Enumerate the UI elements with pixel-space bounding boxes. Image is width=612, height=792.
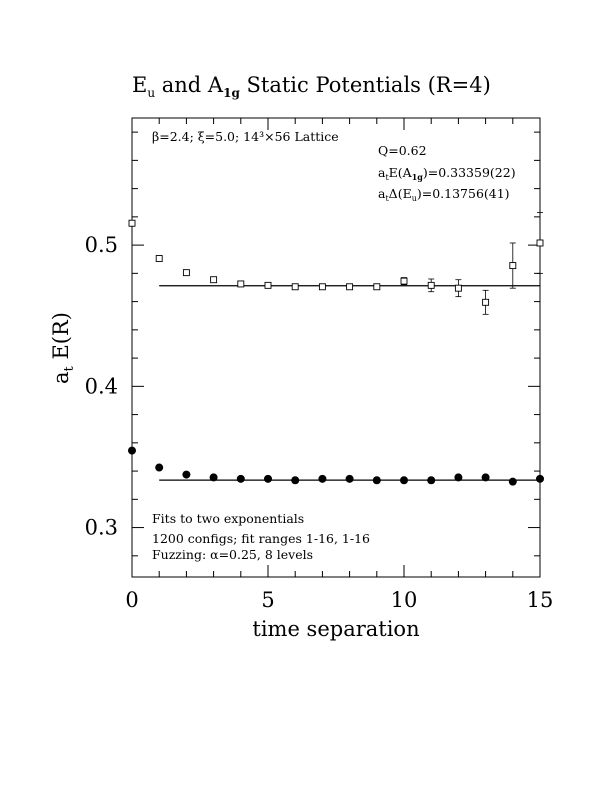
data-point-square xyxy=(291,283,299,291)
energy-sub: 1g xyxy=(412,172,424,182)
data-point-square xyxy=(264,281,272,289)
data-point-square xyxy=(318,283,326,291)
tick-labels: 0 5 10 15 0.3 0.4 0.5 xyxy=(85,233,554,612)
data-point-circle xyxy=(372,476,381,485)
delta-lead-sub: t xyxy=(385,194,389,203)
params-annotation: β=2.4; ξ=5.0; 14³×56 Lattice xyxy=(152,129,339,144)
data-point-square xyxy=(454,284,462,292)
data-point-circle xyxy=(536,474,544,483)
data-point-circle xyxy=(128,446,136,455)
chart-title: Eu and A1g Static Potentials (R=4) xyxy=(132,73,491,100)
x-axis-label: time separation xyxy=(252,617,419,641)
energy-lead: a xyxy=(378,165,386,180)
title-suffix: Static Potentials (R=4) xyxy=(240,73,491,97)
energy-main: E(A xyxy=(389,165,413,180)
data-point-square xyxy=(346,283,354,291)
x-tick-label: 15 xyxy=(527,588,554,612)
data-point-circle xyxy=(400,476,408,485)
ylabel-sub: t xyxy=(62,365,77,371)
ylabel-main: a xyxy=(49,371,73,384)
data-point-square xyxy=(400,277,408,285)
data-point-square xyxy=(373,283,381,291)
title-middle: and A xyxy=(155,73,224,97)
data-point-circle xyxy=(264,474,272,483)
y-axis-label: at E(R) xyxy=(49,312,77,384)
data-points xyxy=(128,219,544,486)
delta-tail: )=0.13756(41) xyxy=(417,186,510,201)
y-tick-label: 0.4 xyxy=(85,374,118,398)
delta-sub: u xyxy=(412,194,417,203)
plot-frame xyxy=(131,117,541,578)
data-point-square xyxy=(182,269,190,277)
error-bars xyxy=(129,212,543,315)
data-point-square xyxy=(128,219,136,227)
data-point-square xyxy=(536,239,544,247)
y-tick-label: 0.5 xyxy=(85,233,118,257)
data-point-circle xyxy=(291,476,300,485)
data-point-circle xyxy=(182,470,191,479)
delta-lead: a xyxy=(378,186,386,201)
x-tick-label: 0 xyxy=(125,588,138,612)
delta-annotation: atΔ(Eu)=0.13756(41) xyxy=(378,186,510,203)
x-tick-label: 10 xyxy=(391,588,418,612)
data-point-circle xyxy=(318,474,327,483)
data-point-circle xyxy=(427,476,436,485)
data-point-square xyxy=(155,255,163,262)
y-tick-label: 0.3 xyxy=(85,516,118,540)
energy-tail: )=0.33359(22) xyxy=(423,165,516,180)
data-point-circle xyxy=(236,474,245,483)
data-point-circle xyxy=(508,477,517,486)
data-point-circle xyxy=(481,473,490,482)
title-prefix-sub: u xyxy=(147,86,155,100)
axis-ticks xyxy=(131,118,541,577)
energy-annotation: atE(A1g)=0.33359(22) xyxy=(378,165,516,182)
data-point-square xyxy=(237,280,245,288)
data-point-circle xyxy=(345,474,354,483)
q-annotation: Q=0.62 xyxy=(378,143,427,158)
ylabel-rest: E(R) xyxy=(49,312,73,366)
x-tick-label: 5 xyxy=(261,588,274,612)
title-middle-sub: 1g xyxy=(223,86,240,100)
title-prefix: E xyxy=(132,73,147,97)
data-point-circle xyxy=(155,463,164,472)
fit-lines xyxy=(159,285,540,481)
fits-annotation-3: Fuzzing: α=0.25, 8 levels xyxy=(152,547,313,562)
fits-annotation-1: Fits to two exponentials xyxy=(152,511,304,526)
delta-main: Δ(E xyxy=(389,186,412,201)
fits-annotation-2: 1200 configs; fit ranges 1-16, 1-16 xyxy=(152,531,370,546)
data-point-square xyxy=(427,281,435,289)
data-point-circle xyxy=(454,473,463,482)
energy-lead-sub: t xyxy=(385,173,389,182)
data-point-circle xyxy=(209,473,218,482)
data-point-square xyxy=(509,262,517,270)
data-point-square xyxy=(210,276,218,284)
data-point-square xyxy=(482,298,490,306)
